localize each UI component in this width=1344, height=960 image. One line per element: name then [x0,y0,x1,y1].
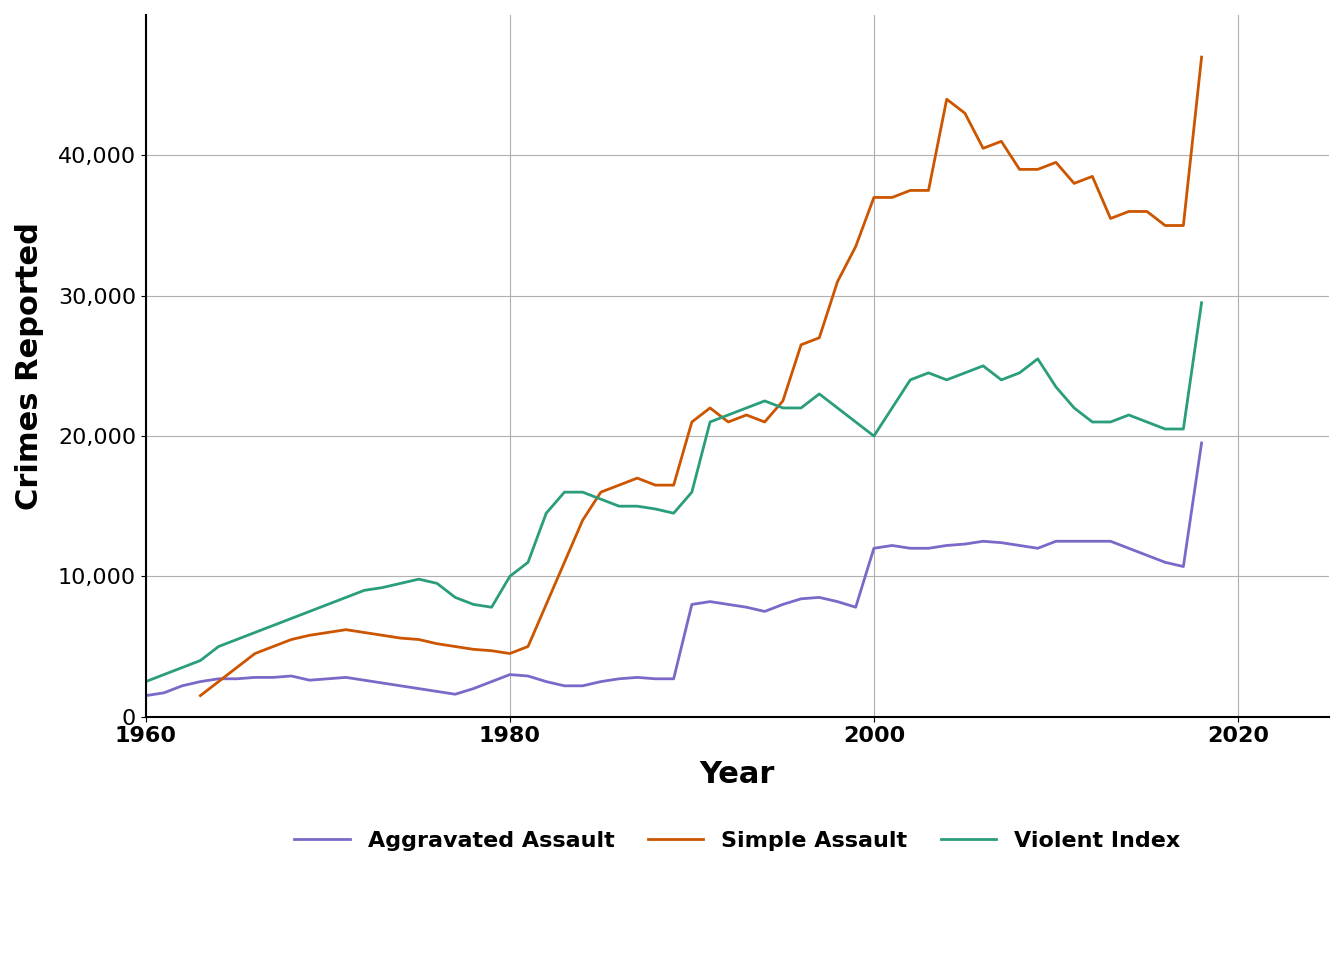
Simple Assault [902,184,918,196]
Aggravated Assault [902,542,918,554]
Aggravated Assault [1193,437,1210,448]
Violent Index [247,627,263,638]
Simple Assault [301,630,317,641]
Simple Assault [1193,51,1210,62]
Legend: Aggravated Assault, Simple Assault, Violent Index: Aggravated Assault, Simple Assault, Viol… [285,822,1189,860]
Simple Assault [247,648,263,660]
Line: Simple Assault: Simple Assault [200,57,1202,696]
Line: Aggravated Assault: Aggravated Assault [145,443,1202,696]
Violent Index [411,573,427,585]
Violent Index [1193,297,1210,308]
Simple Assault [411,634,427,645]
Aggravated Assault [175,680,191,691]
Violent Index [902,374,918,386]
Aggravated Assault [247,672,263,684]
Aggravated Assault [137,690,153,702]
Violent Index [684,487,700,498]
Aggravated Assault [411,683,427,694]
Violent Index [137,676,153,687]
X-axis label: Year: Year [700,760,775,789]
Violent Index [175,661,191,673]
Line: Violent Index: Violent Index [145,302,1202,682]
Aggravated Assault [301,675,317,686]
Violent Index [301,606,317,617]
Simple Assault [684,417,700,428]
Aggravated Assault [684,599,700,611]
Y-axis label: Crimes Reported: Crimes Reported [15,222,44,510]
